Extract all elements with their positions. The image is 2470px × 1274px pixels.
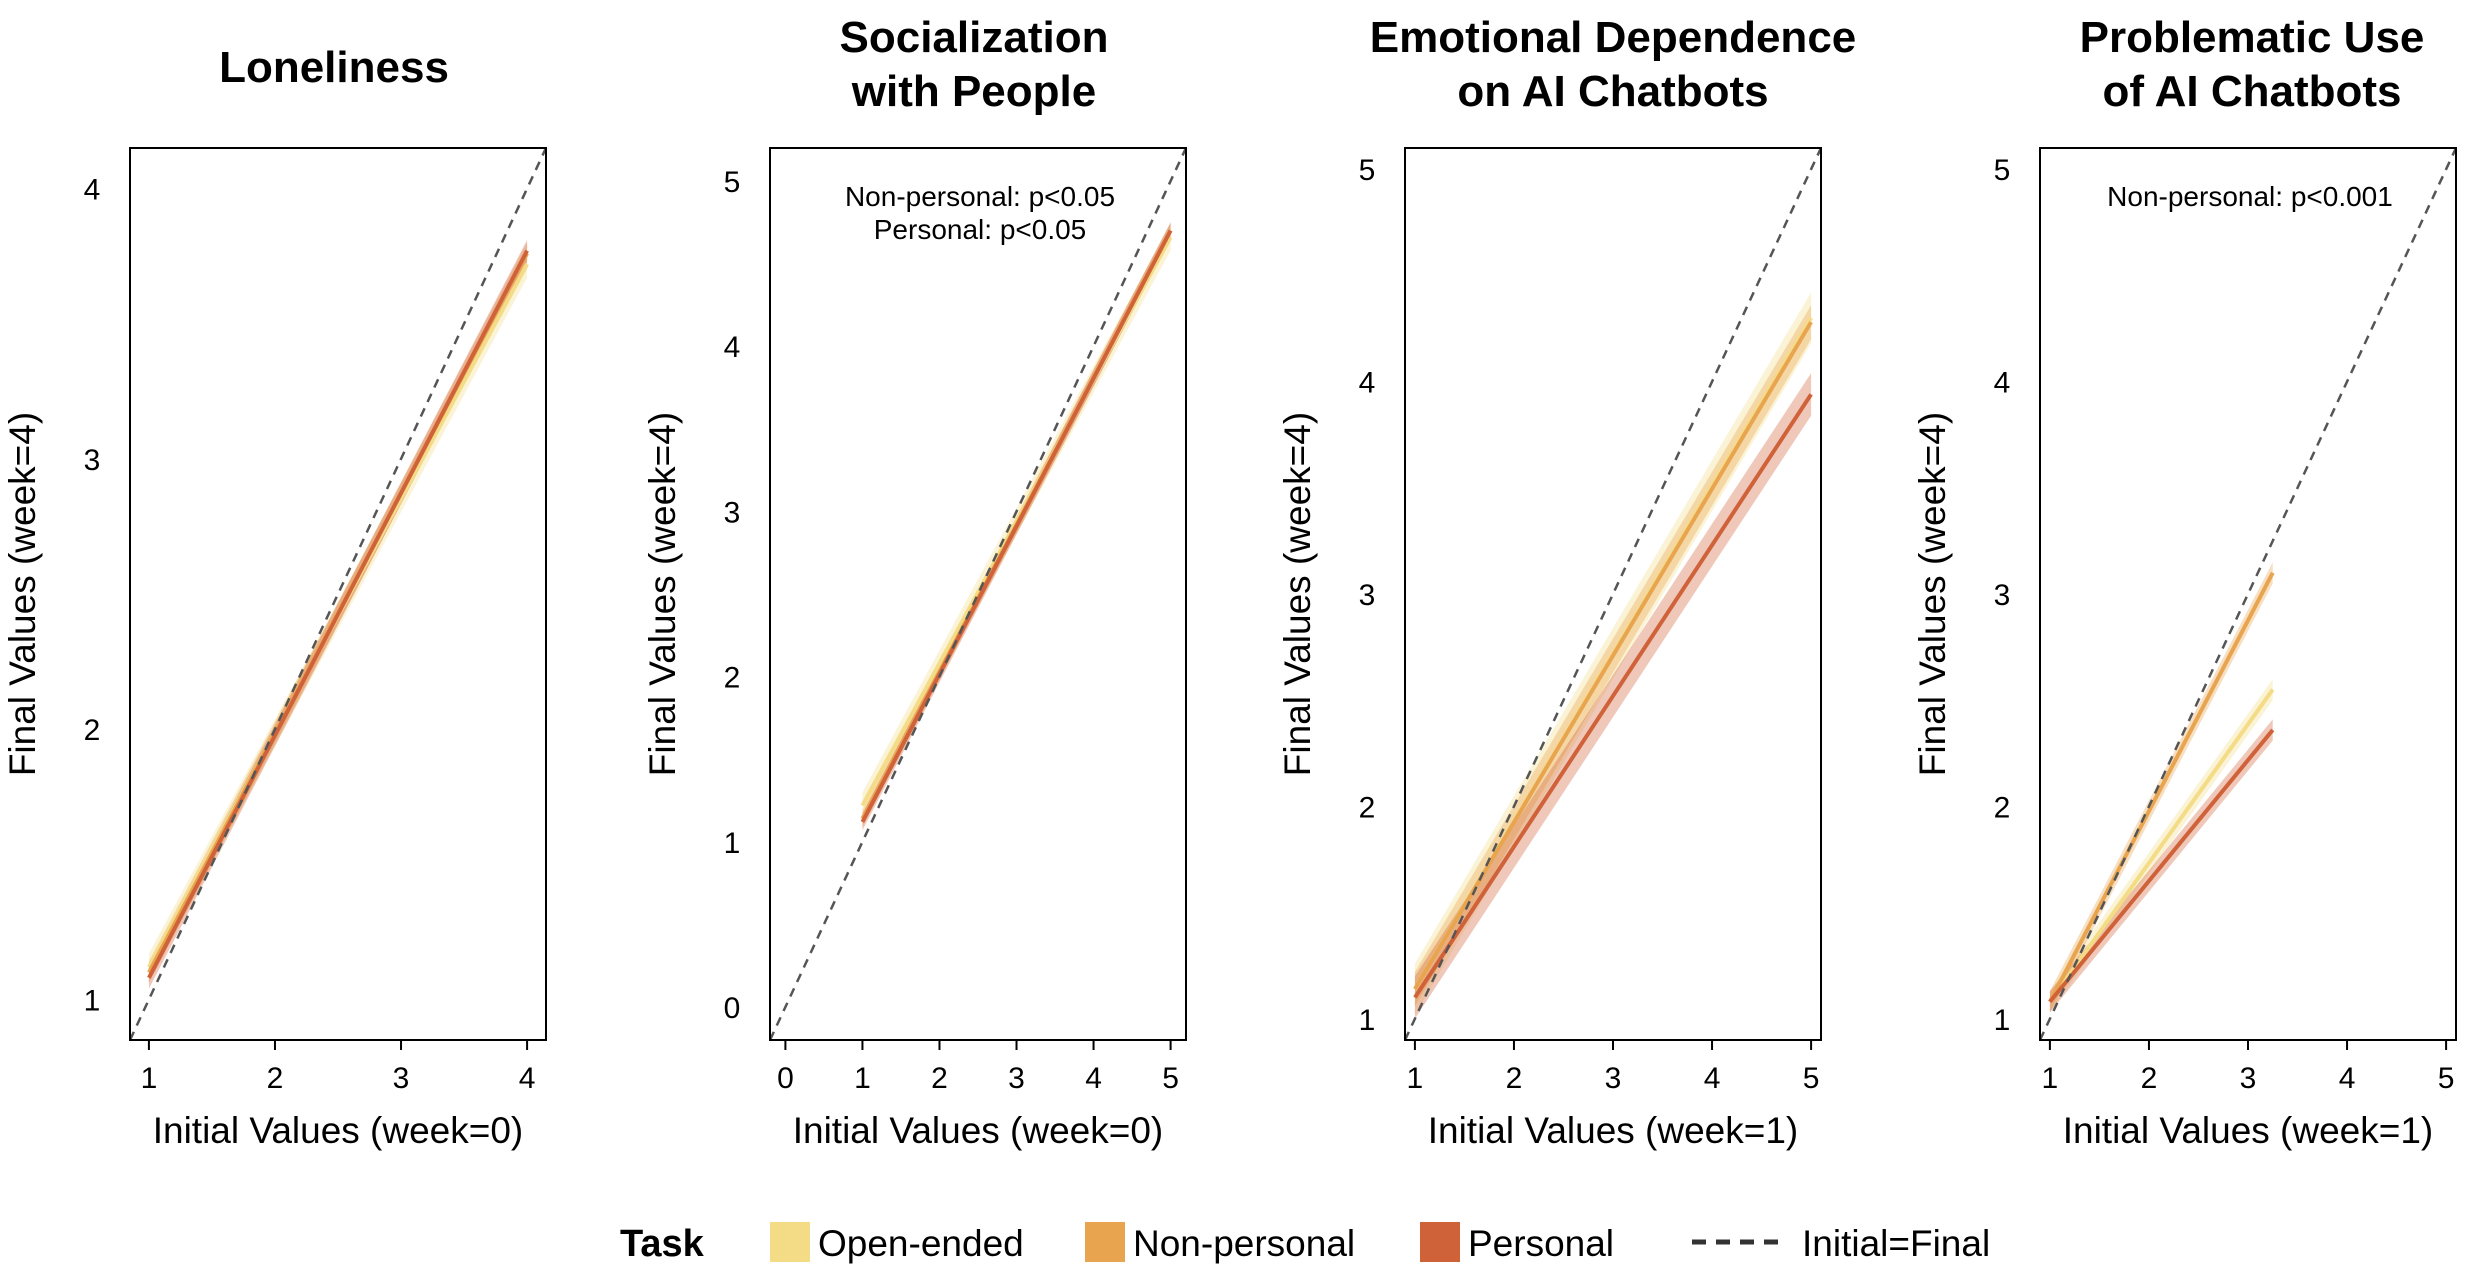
y-axis-label: Final Values (week=4) [1912, 412, 1953, 776]
x-tick-label: 2 [2141, 1062, 2158, 1095]
plot-area [770, 148, 1186, 1040]
x-tick-label: 3 [2240, 1062, 2257, 1095]
x-tick-label: 5 [1162, 1062, 1179, 1095]
y-tick-label: 1 [84, 984, 101, 1017]
x-tick-label: 1 [854, 1062, 871, 1095]
legend-label-open-ended: Open-ended [818, 1223, 1024, 1264]
x-tick-label: 0 [777, 1062, 794, 1095]
y-tick-label: 3 [84, 444, 101, 477]
x-tick-label: 4 [1085, 1062, 1102, 1095]
y-tick-label: 5 [1359, 154, 1376, 187]
y-tick-label: 0 [724, 992, 741, 1025]
y-tick-label: 1 [724, 827, 741, 860]
x-tick-label: 4 [1704, 1062, 1721, 1095]
y-tick-label: 1 [1359, 1004, 1376, 1037]
x-tick-label: 3 [1008, 1062, 1025, 1095]
x-tick-label: 1 [141, 1062, 158, 1095]
y-tick-label: 2 [1994, 791, 2011, 824]
x-tick-label: 2 [1506, 1062, 1523, 1095]
x-tick-label: 3 [393, 1062, 410, 1095]
significance-annotation: Personal: p<0.05 [874, 214, 1087, 245]
y-tick-label: 4 [84, 174, 101, 207]
x-axis-label: Initial Values (week=1) [1428, 1110, 1799, 1151]
chart-panel-3: Emotional Dependence on AI Chatbots 1 2 3 4 5 1… [1277, 13, 1856, 1151]
series-line-open-ended [2048, 688, 2275, 1003]
series-line-personal [147, 249, 529, 979]
x-tick-label: 5 [2438, 1062, 2455, 1095]
x-axis-label: Initial Values (week=1) [2063, 1110, 2434, 1151]
plot-area [1405, 148, 1821, 1040]
legend-swatch-non-personal [1085, 1222, 1125, 1262]
x-tick-label: 2 [267, 1062, 284, 1095]
legend-swatch-personal [1420, 1222, 1460, 1262]
significance-annotation: Non-personal: p<0.05 [845, 181, 1115, 212]
plot-area [130, 148, 546, 1040]
series-line-personal [2048, 728, 2275, 1004]
chart-title-line: of AI Chatbots [2103, 67, 2402, 116]
chart-title-line: Loneliness [219, 43, 449, 92]
reference-line-initial-equals-final [1405, 148, 1821, 1040]
series-line-non-personal [2048, 571, 2275, 1003]
x-tick-label: 2 [931, 1062, 948, 1095]
legend-swatch-open-ended [770, 1222, 810, 1262]
legend-label-personal: Personal [1468, 1223, 1614, 1264]
plot-frame [129, 147, 547, 1041]
y-axis-label: Final Values (week=4) [2, 412, 43, 776]
y-tick-label: 4 [1359, 367, 1376, 400]
legend-label-non-personal: Non-personal [1133, 1223, 1355, 1264]
y-tick-label: 3 [724, 496, 741, 529]
series-line-personal [1413, 393, 1813, 999]
y-tick-label: 1 [1994, 1004, 2011, 1037]
x-tick-label: 5 [1803, 1062, 1820, 1095]
reference-line-initial-equals-final [130, 148, 546, 1040]
x-axis-label: Initial Values (week=0) [793, 1110, 1164, 1151]
y-tick-label: 4 [1994, 367, 2011, 400]
legend-title: Task [620, 1223, 705, 1265]
x-tick-label: 1 [1407, 1062, 1424, 1095]
y-tick-label: 2 [1359, 791, 1376, 824]
y-tick-label: 4 [724, 331, 741, 364]
chart-title-line: Emotional Dependence [1370, 13, 1857, 62]
y-tick-label: 5 [724, 166, 741, 199]
x-tick-label: 1 [2042, 1062, 2059, 1095]
y-tick-label: 3 [1994, 579, 2011, 612]
plot-frame [769, 147, 1187, 1041]
chart-title-line: on AI Chatbots [1457, 67, 1768, 116]
reference-line-initial-equals-final [770, 148, 1186, 1040]
legend: Task Open-ended Non-personal Personal Initia… [620, 1222, 1990, 1265]
chart-panel-2: Socialization with People 0 1 2 3 4 5 0 1 2 3 4 5 Init… [642, 13, 1187, 1151]
y-tick-label: 2 [724, 662, 741, 695]
significance-annotation: Non-personal: p<0.001 [2107, 181, 2393, 212]
x-tick-label: 3 [1605, 1062, 1622, 1095]
y-tick-label: 2 [84, 714, 101, 747]
reference-line-initial-equals-final [2040, 148, 2456, 1040]
series-line-personal [860, 229, 1173, 823]
x-tick-label: 4 [2339, 1062, 2356, 1095]
legend-label-initial-final: Initial=Final [1802, 1223, 1990, 1264]
chart-title-line: Problematic Use [2080, 13, 2425, 62]
x-tick-label: 4 [519, 1062, 536, 1095]
chart-panel-1: Loneliness 1 2 3 4 1 2 3 4 Initial Values (week=0… [2, 43, 547, 1151]
chart-title-line: Socialization [840, 13, 1109, 62]
y-tick-label: 3 [1359, 579, 1376, 612]
plot-area [2040, 148, 2456, 1040]
y-axis-label: Final Values (week=4) [1277, 412, 1318, 776]
y-axis-label: Final Values (week=4) [642, 412, 683, 776]
chart-title-line: with People [851, 67, 1096, 116]
x-axis-label: Initial Values (week=0) [153, 1110, 524, 1151]
y-tick-label: 5 [1994, 154, 2011, 187]
